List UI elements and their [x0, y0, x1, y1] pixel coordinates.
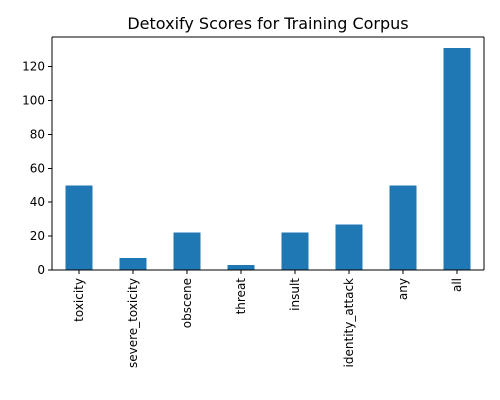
y-tick-label: 80	[30, 127, 45, 141]
bar-severe-toxicity	[119, 258, 147, 270]
x-tick-label: any	[396, 278, 410, 300]
x-tick-label: all	[450, 278, 464, 292]
x-axis: toxicity severe_toxicity obscene threat insu…	[72, 270, 464, 368]
x-tick-label: identity_attack	[342, 278, 356, 368]
bars-group	[65, 48, 471, 270]
y-tick-label: 60	[30, 161, 45, 175]
axes-frame	[51, 36, 485, 271]
x-tick-label: obscene	[180, 278, 194, 328]
x-tick-label: severe_toxicity	[126, 278, 140, 368]
y-axis: 0 20 40 60 80 100 120	[22, 60, 52, 277]
x-tick-label: insult	[288, 278, 302, 311]
bar-any	[389, 185, 417, 270]
bar-toxicity	[65, 185, 93, 270]
bar-all	[443, 48, 471, 270]
chart-title: Detoxify Scores for Training Corpus	[127, 14, 408, 33]
x-tick-label: threat	[234, 278, 248, 315]
bar-identity-attack	[335, 224, 363, 270]
y-tick-label: 0	[37, 263, 45, 277]
bar-threat	[227, 264, 255, 270]
y-tick-label: 20	[30, 229, 45, 243]
x-tick-label: toxicity	[72, 278, 86, 322]
y-tick-label: 120	[22, 60, 45, 74]
bar-obscene	[173, 232, 201, 270]
bar-insult	[281, 232, 309, 270]
y-tick-label: 40	[30, 195, 45, 209]
y-tick-label: 100	[22, 94, 45, 108]
